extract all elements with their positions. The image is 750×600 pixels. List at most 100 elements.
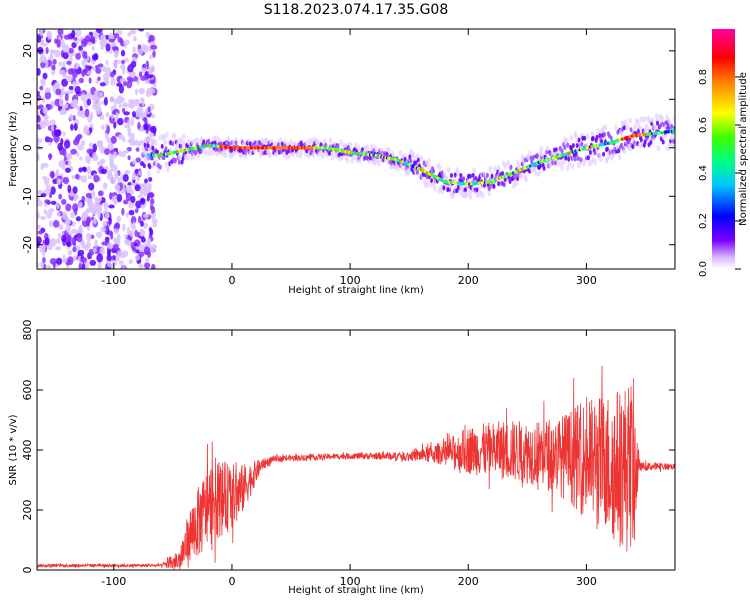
noise-blob <box>43 114 49 121</box>
ridge-halo <box>190 139 195 146</box>
ridge-blob <box>151 145 155 151</box>
noise-blob <box>51 64 56 71</box>
noise-blob <box>61 234 67 243</box>
y-tick-label: 0 <box>21 144 34 151</box>
ridge-halo <box>148 146 152 153</box>
noise-blob <box>70 123 74 131</box>
noise-blob <box>90 111 94 121</box>
noise-blob <box>74 63 79 70</box>
ridge-blob <box>227 141 231 147</box>
noise-blob <box>82 50 86 59</box>
noise-blob <box>116 193 123 203</box>
noise-blob <box>103 201 109 210</box>
noise-blob <box>70 148 77 155</box>
noise-blob <box>37 68 41 76</box>
noise-blob <box>110 177 117 185</box>
snr-series-line <box>37 365 675 570</box>
chart-title: S118.2023.074.17.35.G08 <box>264 2 449 18</box>
ridge-halo <box>419 154 424 161</box>
noise-blob <box>146 74 154 79</box>
ridge-blob <box>234 140 238 146</box>
ridge-blob <box>213 140 217 146</box>
noise-blob <box>92 247 97 253</box>
ridge-blob <box>595 134 599 140</box>
ridge-halo <box>524 176 528 183</box>
ridge-halo <box>426 180 430 187</box>
y-tick-label: -10 <box>21 187 34 205</box>
ridge-halo <box>519 173 524 180</box>
noise-blob <box>140 220 144 227</box>
ridge-halo <box>480 192 485 199</box>
ridge-halo <box>321 153 325 160</box>
snr-y-axis-label: SNR (10 * v/v) <box>8 414 19 485</box>
ridge-halo <box>182 133 186 140</box>
ridge-halo <box>289 139 293 146</box>
noise-blob <box>116 82 123 87</box>
ridge-halo <box>517 162 522 169</box>
noise-blob <box>49 192 53 199</box>
noise-blob <box>78 224 83 234</box>
ridge-halo <box>165 131 169 138</box>
ridge-blob <box>492 184 496 189</box>
noise-blob <box>123 81 127 87</box>
noise-blob <box>99 227 107 232</box>
ridge-halo <box>172 132 177 139</box>
ridge-halo <box>374 145 378 151</box>
noise-blob <box>54 129 61 137</box>
noise-blob <box>149 79 156 85</box>
noise-blob <box>96 161 104 166</box>
noise-blob <box>147 185 152 193</box>
y-tick-label: -20 <box>21 236 34 254</box>
ridge-halo <box>330 154 335 160</box>
noise-blob <box>118 260 124 266</box>
noise-blob <box>149 204 154 211</box>
ridge-halo <box>593 159 597 166</box>
ridge-halo <box>145 154 149 161</box>
noise-blob <box>41 55 47 64</box>
ridge-blob <box>459 173 463 178</box>
noise-blob <box>51 70 56 76</box>
noise-blob <box>37 230 43 235</box>
ridge-halo <box>295 151 300 158</box>
ridge-blob <box>177 159 181 165</box>
noise-blob <box>124 42 128 49</box>
ridge-blob <box>442 185 446 191</box>
x-tick-label: 100 <box>340 575 361 588</box>
ridge-blob <box>243 150 247 156</box>
ridge-blob <box>617 148 621 154</box>
noise-blob <box>72 186 78 194</box>
ridge-halo <box>407 168 411 174</box>
noise-blob <box>120 49 126 57</box>
ridge-halo <box>215 150 219 157</box>
noise-blob <box>87 174 93 180</box>
noise-blob <box>148 132 154 137</box>
noise-blob <box>73 196 78 202</box>
noise-blob <box>64 103 69 109</box>
ridge-blob <box>629 127 633 133</box>
noise-blob <box>121 207 125 216</box>
noise-blob <box>88 248 95 256</box>
ridge-blob <box>432 168 435 174</box>
noise-blob <box>91 190 96 200</box>
noise-blob <box>124 238 130 245</box>
noise-blob <box>88 77 92 84</box>
ridge-halo <box>651 117 655 124</box>
noise-blob <box>113 49 119 58</box>
ridge-blob <box>450 173 453 178</box>
ridge-blob <box>485 172 489 178</box>
noise-blob <box>138 244 143 253</box>
ridge-blob <box>158 164 162 170</box>
noise-blob <box>131 132 135 140</box>
noise-blob <box>63 34 71 40</box>
noise-blob <box>150 244 156 253</box>
ridge-halo <box>427 158 431 164</box>
noise-blob <box>61 86 65 96</box>
noise-blob <box>37 110 40 116</box>
noise-blob <box>78 262 82 269</box>
noise-blob <box>132 221 136 230</box>
ridge-blob <box>627 139 631 145</box>
noise-blob <box>105 60 109 66</box>
noise-blob <box>108 204 115 209</box>
ridge-core <box>672 129 675 133</box>
